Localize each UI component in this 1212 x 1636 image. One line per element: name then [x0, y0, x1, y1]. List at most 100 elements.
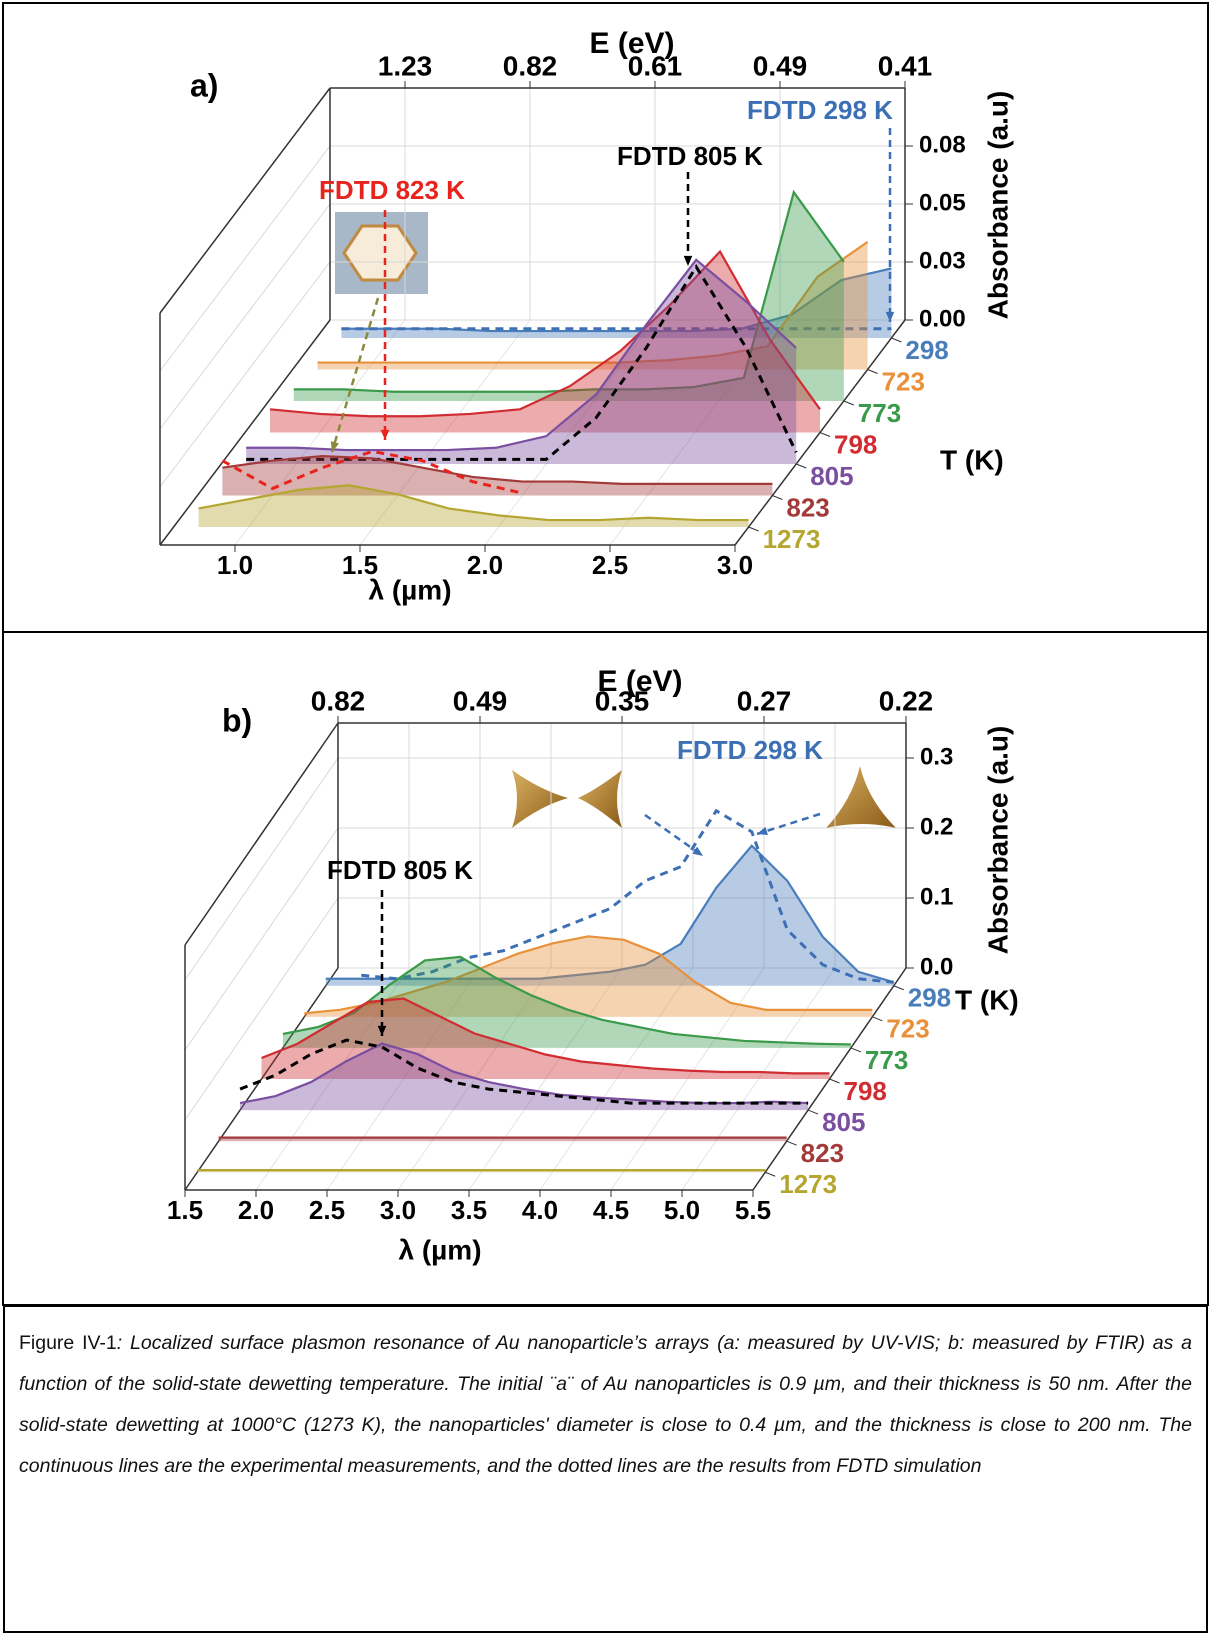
x2-tick-label: 0.61: [628, 50, 683, 81]
x-tick-label: 3.0: [380, 1195, 416, 1225]
series-line: [282, 955, 851, 1046]
grid-line: [539, 967, 694, 1191]
caption-text: : Localized surface plasmon resonance of…: [19, 1332, 1192, 1477]
figure: 0.00 0.03 0.05 0.08 1.0 1.5 2.0 2.5 3.0 1.23 0.82 0…: [2, 2, 1209, 1306]
y-axis-title: Absorbance (a.u): [982, 91, 1013, 320]
area-fill: [270, 251, 820, 433]
grid-line: [159, 203, 331, 430]
arrow-line: [330, 297, 380, 453]
grid-line: [468, 967, 623, 1191]
grid-line: [326, 967, 481, 1191]
y-tick-label: 0.1: [920, 883, 953, 910]
z-tick: [891, 337, 902, 343]
fdtd-line: [246, 263, 798, 461]
z-tick-label: 723: [886, 1014, 929, 1044]
triangle-particle: [578, 770, 622, 828]
x-tick-label: 5.5: [735, 1195, 771, 1225]
z-tick: [829, 1078, 840, 1084]
z-tick: [772, 495, 783, 500]
axis-line: [184, 722, 339, 946]
fdtd-label: FDTD 298 K: [747, 95, 893, 125]
x2-tick-label: 0.27: [737, 685, 792, 716]
x-axis-title: λ (µm): [398, 1234, 481, 1265]
x2-tick-label: 0.41: [878, 50, 933, 81]
series-line: [317, 240, 869, 364]
y-tick-label: 0.2: [920, 813, 953, 840]
triangle-particle: [512, 770, 568, 828]
z-tick: [819, 432, 831, 437]
grid-line: [184, 757, 339, 981]
z-tick-label: 798: [834, 429, 877, 459]
area-fill: [341, 268, 892, 338]
caption: Figure IV-1: Localized surface plasmon r…: [3, 1305, 1208, 1633]
z-tick: [872, 1016, 883, 1022]
arrow-head: [380, 429, 390, 440]
y-tick-label: 0.03: [919, 247, 966, 274]
x-tick-label: 2.5: [592, 550, 628, 580]
area-fill: [198, 485, 749, 527]
x2-tick-label: 0.35: [595, 685, 650, 716]
z-tick-label: 773: [865, 1045, 908, 1075]
area-fill: [317, 241, 868, 370]
x2-tick-label: 0.22: [879, 685, 934, 716]
fdtd-line: [221, 449, 523, 495]
x2-tick-label: 0.82: [503, 50, 558, 81]
x-tick-label: 4.0: [522, 1195, 558, 1225]
grid-line: [184, 897, 339, 1121]
y-tick-label: 0.05: [919, 189, 966, 216]
grid-line: [159, 261, 331, 488]
z-tick-label: 805: [822, 1107, 865, 1137]
grid-line: [184, 827, 339, 1051]
series-line: [325, 844, 895, 984]
z-tick: [850, 1047, 862, 1053]
z-tick-label: 773: [858, 398, 901, 428]
z-tick-label: 1273: [779, 1169, 837, 1199]
arrow-head: [377, 1025, 387, 1036]
axis-line: [159, 319, 331, 546]
fdtd-label: FDTD 805 K: [617, 141, 763, 171]
x-tick-label: 2.5: [309, 1195, 345, 1225]
x-axis-title: λ (µm): [368, 574, 451, 605]
area-fill: [325, 845, 894, 986]
z-tick-label: 298: [905, 335, 948, 365]
z-tick: [748, 526, 759, 532]
x-tick-label: 2.0: [238, 1195, 274, 1225]
grid-line: [484, 319, 656, 546]
area-fill: [282, 956, 851, 1048]
arrow-head: [757, 826, 768, 836]
series-line: [198, 484, 749, 522]
x2-tick-label: 1.23: [378, 50, 433, 81]
z-tick-label: 805: [810, 461, 853, 491]
x2-tick-label: 0.49: [453, 685, 508, 716]
z-axis-title: T (K): [940, 444, 1004, 475]
fdtd-label: FDTD 805 K: [327, 855, 473, 885]
x-tick-label: 2.0: [467, 550, 503, 580]
panel-label: b): [222, 702, 252, 738]
z-tick: [796, 463, 807, 469]
z-tick-label: 1273: [763, 524, 821, 554]
area-fill: [240, 1043, 809, 1111]
fdtd-label: FDTD 298 K: [677, 735, 823, 765]
grid-line: [234, 319, 406, 546]
z-tick: [786, 1140, 797, 1146]
series-line: [269, 249, 821, 418]
y-tick-label: 0.3: [920, 743, 953, 770]
z-tick: [867, 369, 878, 374]
area-fill: [261, 998, 830, 1079]
axis-line: [184, 967, 339, 1191]
z-tick: [843, 400, 854, 406]
grid-line: [159, 145, 331, 372]
grid-line: [255, 967, 410, 1191]
series-line: [222, 454, 773, 485]
arrow-line: [644, 813, 704, 858]
x2-axis-title: E (eV): [589, 27, 674, 60]
caption-label: Figure IV-1: [19, 1332, 117, 1354]
y-tick-label: 0.0: [920, 953, 953, 980]
grid-line: [609, 319, 781, 546]
area-fill: [246, 259, 797, 464]
panel-label: a): [190, 67, 218, 103]
axis-line: [159, 87, 331, 314]
hexagon-particle: [342, 224, 418, 282]
z-tick-label: 298: [908, 983, 951, 1013]
